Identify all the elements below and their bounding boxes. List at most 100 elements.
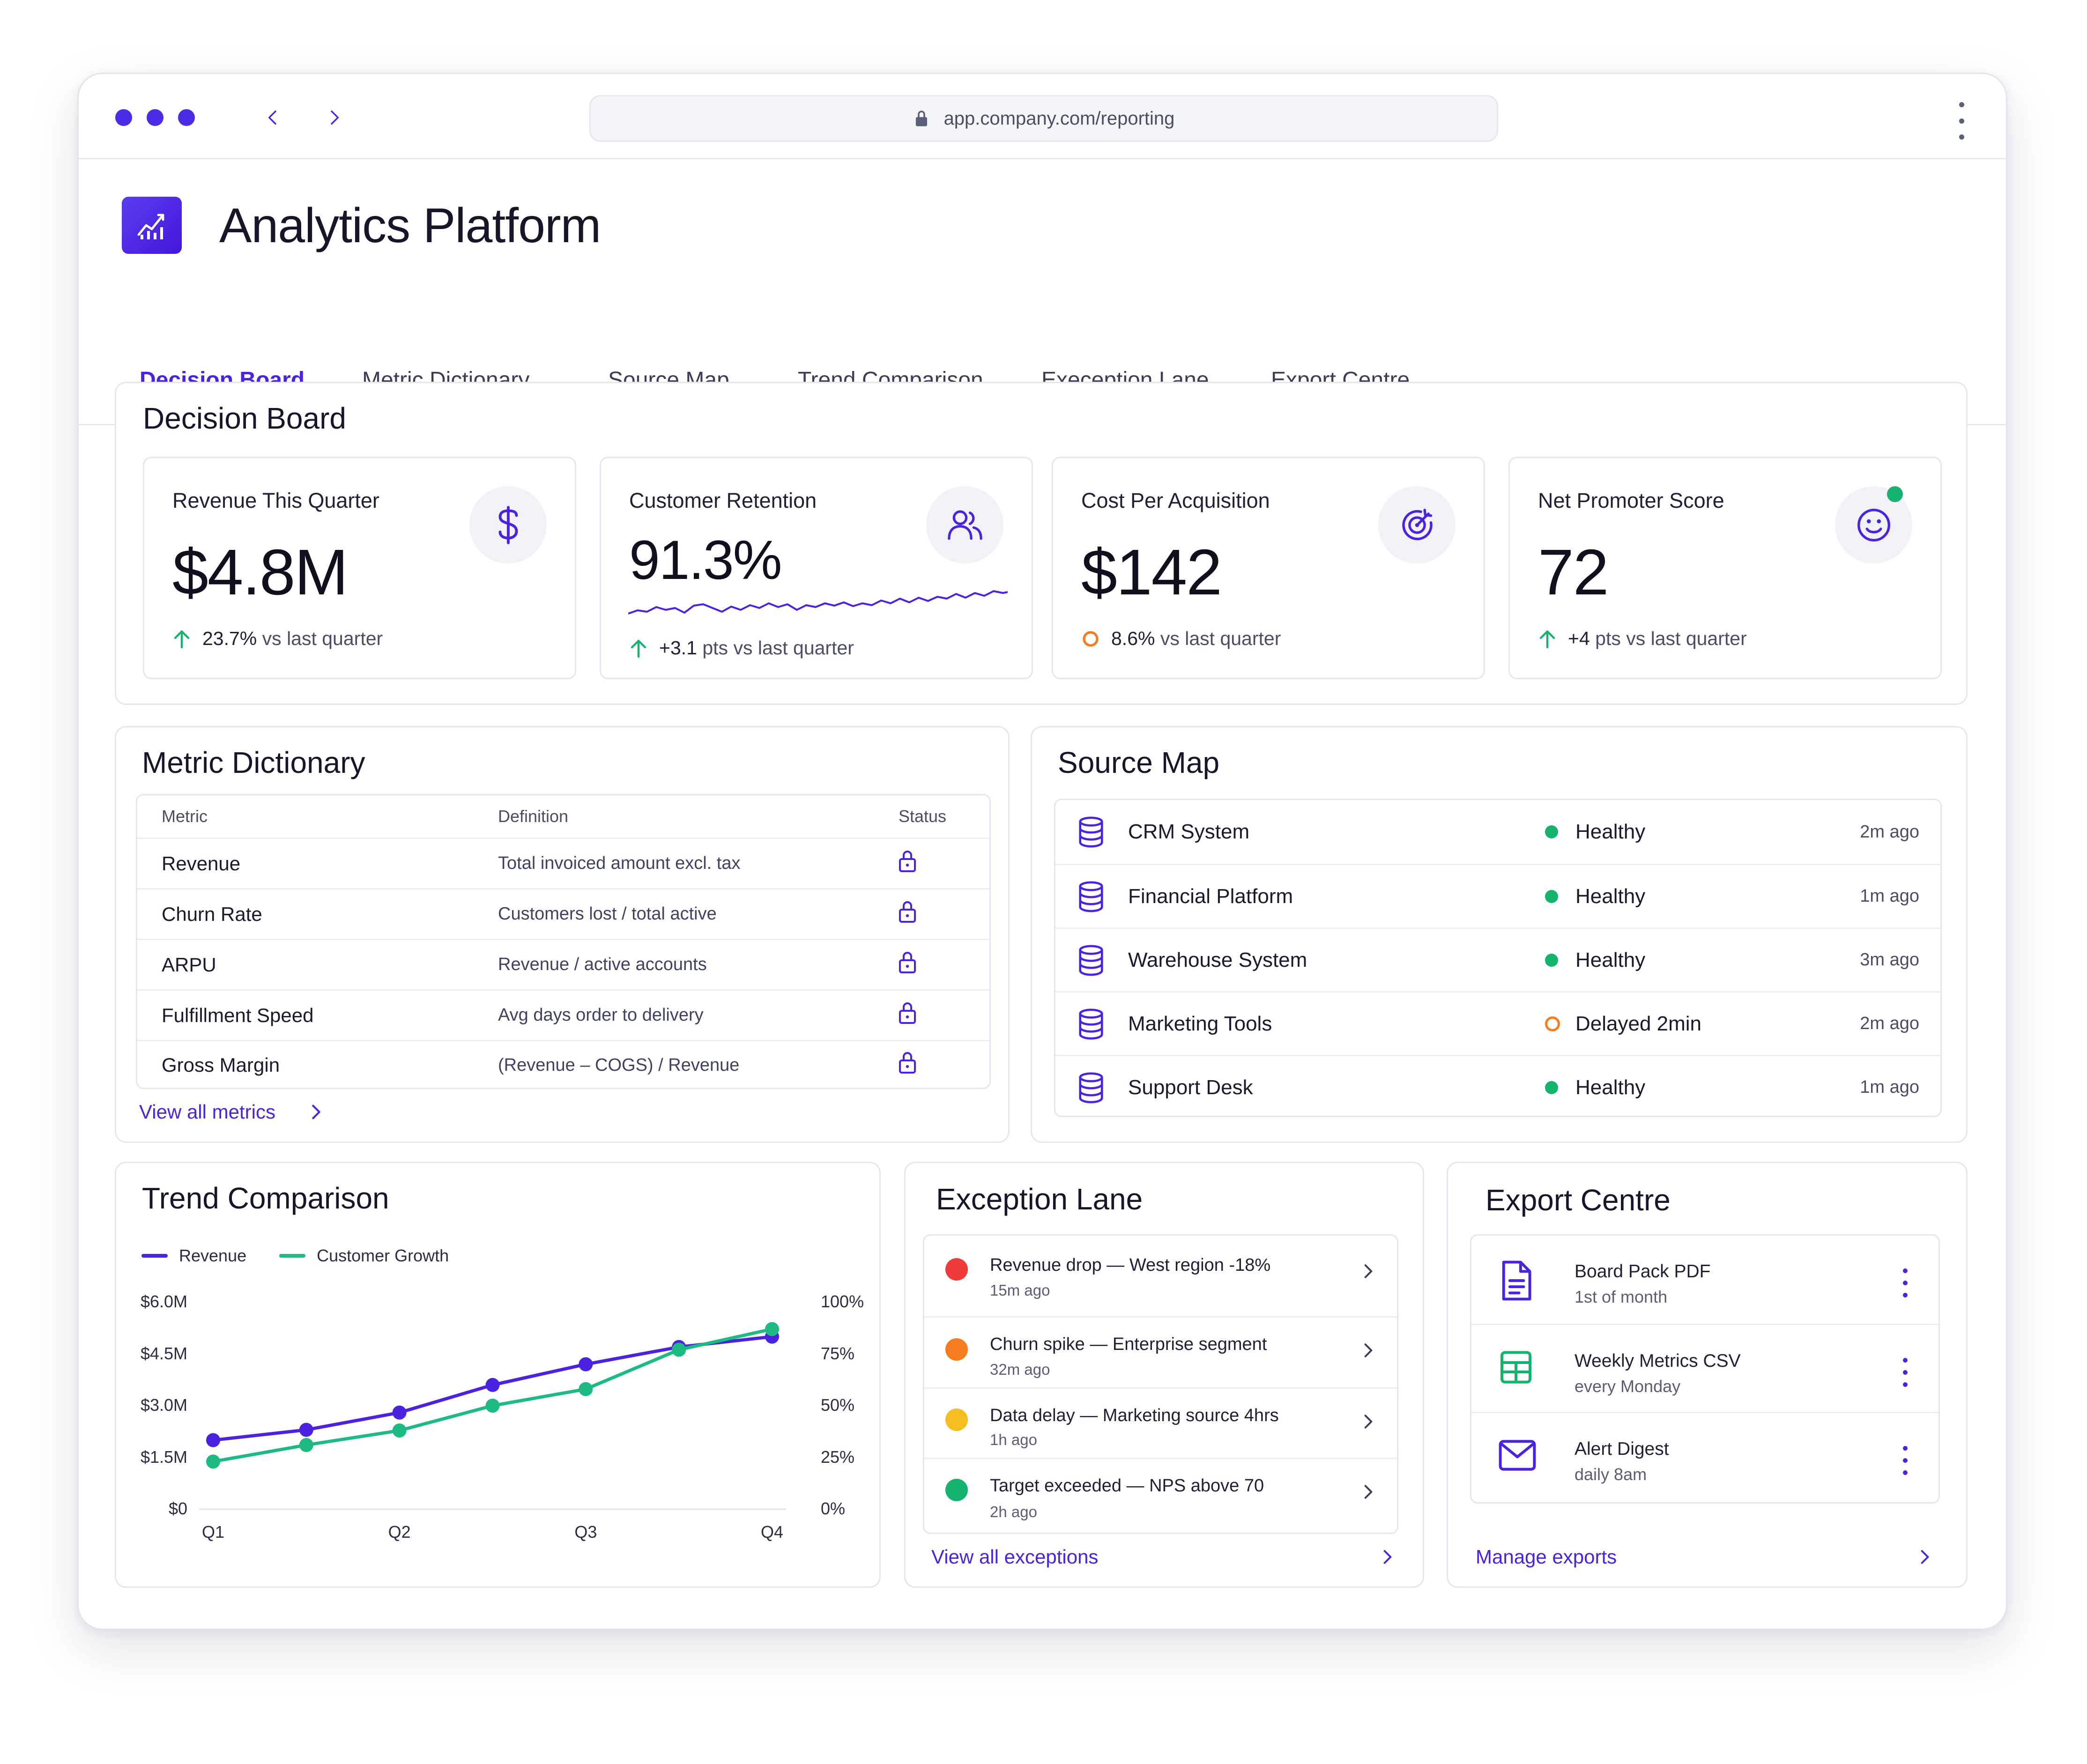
y-axis-left-tick: $6.0M xyxy=(140,1292,187,1311)
exception-time: 2h ago xyxy=(990,1503,1037,1520)
metric-definition: Avg days order to delivery xyxy=(498,1005,704,1025)
data-point[interactable] xyxy=(765,1322,779,1336)
x-axis-tick: Q3 xyxy=(574,1522,597,1542)
lock-icon xyxy=(896,950,919,980)
source-name: Marketing Tools xyxy=(1128,1012,1272,1035)
data-point[interactable] xyxy=(206,1454,220,1469)
table-row[interactable]: Churn Rate Customers lost / total active xyxy=(137,888,989,939)
lock-icon xyxy=(896,1001,919,1030)
chevron-right-icon xyxy=(1921,1550,1929,1564)
data-point[interactable] xyxy=(299,1423,313,1437)
data-point[interactable] xyxy=(485,1378,500,1392)
view-all-metrics-link[interactable]: View all metrics xyxy=(139,1101,324,1123)
chevron-right-icon xyxy=(312,1104,320,1119)
metric-definition: (Revenue – COGS) / Revenue xyxy=(498,1055,740,1075)
kebab-menu-icon[interactable] xyxy=(1902,1268,1908,1297)
chevron-right-icon xyxy=(1364,1343,1373,1357)
forward-button[interactable] xyxy=(318,101,350,134)
export-row[interactable]: Weekly Metrics CSV every Monday xyxy=(1471,1324,1938,1412)
source-row[interactable]: Support Desk Healthy 1m ago xyxy=(1055,1055,1940,1119)
window-dot-maximize[interactable] xyxy=(178,109,195,126)
source-row[interactable]: Financial Platform Healthy 1m ago xyxy=(1055,864,1940,927)
kpi-delta-value: 23.7% xyxy=(202,628,257,649)
exception-row[interactable]: Churn spike — Enterprise segment 32m ago xyxy=(924,1316,1397,1387)
source-row[interactable]: CRM System Healthy 2m ago xyxy=(1055,800,1940,864)
manage-exports-link[interactable]: Manage exports xyxy=(1476,1546,1932,1568)
metric-definition: Revenue / active accounts xyxy=(498,955,707,974)
series-line-customer-growth xyxy=(213,1327,772,1463)
data-point[interactable] xyxy=(392,1423,407,1438)
export-title: Alert Digest xyxy=(1575,1439,1669,1459)
window-dot-close[interactable] xyxy=(115,109,132,126)
arrow-up-icon xyxy=(1539,630,1555,648)
kpi-retention[interactable]: Customer Retention 91.3% +3.1 pts vs las… xyxy=(600,457,1033,679)
source-map-card: Source Map xyxy=(1031,726,1968,1143)
metric-table: Metric Definition Status Revenue Total i… xyxy=(136,794,991,1089)
exception-lane-title: Exception Lane xyxy=(936,1182,1143,1216)
table-row[interactable]: Fulfillment Speed Avg days order to deli… xyxy=(137,989,989,1040)
exception-row[interactable]: Data delay — Marketing source 4hrs 1h ag… xyxy=(924,1387,1397,1458)
kpi-delta-note: pts vs last quarter xyxy=(1595,628,1747,649)
legend-swatch xyxy=(141,1254,168,1258)
table-row[interactable]: ARPU Revenue / active accounts xyxy=(137,939,989,989)
kpi-value: 72 xyxy=(1538,536,1609,608)
kpi-delta: +4 pts vs last quarter xyxy=(1538,628,1747,650)
data-point[interactable] xyxy=(299,1438,313,1452)
legend-item-revenue[interactable]: Revenue xyxy=(141,1246,246,1266)
kpi-delta-note: vs last quarter xyxy=(1160,628,1281,649)
back-button[interactable] xyxy=(257,101,290,134)
data-point[interactable] xyxy=(485,1399,500,1413)
exception-time: 32m ago xyxy=(990,1361,1050,1378)
kpi-nps[interactable]: Net Promoter Score 72 +4 pts vs last qua… xyxy=(1508,457,1942,679)
trend-comparison-title: Trend Comparison xyxy=(142,1181,389,1215)
source-row[interactable]: Marketing Tools Delayed 2min 2m ago xyxy=(1055,991,1940,1055)
table-row[interactable]: Revenue Total invoiced amount excl. tax xyxy=(137,838,989,888)
data-point[interactable] xyxy=(392,1405,407,1420)
export-schedule: every Monday xyxy=(1575,1377,1681,1396)
data-point[interactable] xyxy=(672,1342,686,1357)
export-row[interactable]: Alert Digest daily 8am xyxy=(1471,1412,1938,1504)
exception-lane-card: Exception Lane xyxy=(904,1162,1424,1588)
kpi-label: Cost Per Acquisition xyxy=(1081,489,1270,512)
metric-definition: Customers lost / total active xyxy=(498,904,717,924)
lock-icon xyxy=(896,849,919,879)
database-icon xyxy=(1079,1072,1103,1103)
source-row[interactable]: Warehouse System Healthy 3m ago xyxy=(1055,927,1940,991)
exception-row[interactable]: Revenue drop — West region -18% 15m ago xyxy=(924,1236,1397,1316)
data-point[interactable] xyxy=(579,1382,593,1396)
arrow-up-icon xyxy=(631,639,646,658)
window-dot-minimize[interactable] xyxy=(147,109,163,126)
metric-name: Gross Margin xyxy=(162,1054,280,1076)
data-point[interactable] xyxy=(579,1357,593,1371)
legend-item-customer-growth[interactable]: Customer Growth xyxy=(279,1246,449,1266)
exception-row[interactable]: Target exceeded — NPS above 70 2h ago xyxy=(924,1458,1397,1534)
kpi-cpa[interactable]: Cost Per Acquisition $142 8.6% vs last q… xyxy=(1052,457,1485,679)
source-name: CRM System xyxy=(1128,820,1250,843)
chevron-right-icon xyxy=(1383,1550,1392,1564)
address-bar[interactable]: app.company.com/reporting xyxy=(589,95,1498,142)
export-title: Board Pack PDF xyxy=(1575,1261,1711,1282)
chevron-right-icon xyxy=(331,111,339,125)
kebab-menu-icon[interactable] xyxy=(1902,1446,1908,1475)
kpi-value: $4.8M xyxy=(172,536,349,608)
data-point[interactable] xyxy=(206,1433,220,1447)
source-list: CRM System Healthy 2m ago Financial Plat… xyxy=(1054,799,1942,1117)
export-list: Board Pack PDF 1st of month Weekly Metri… xyxy=(1470,1234,1940,1504)
browser-menu-kebab-icon[interactable] xyxy=(1954,102,1968,140)
x-axis-tick: Q2 xyxy=(388,1522,411,1542)
source-status: Healthy xyxy=(1575,948,1646,971)
document-icon xyxy=(1502,1260,1531,1301)
view-all-exceptions-link[interactable]: View all exceptions xyxy=(931,1546,1395,1568)
export-row[interactable]: Board Pack PDF 1st of month xyxy=(1471,1236,1938,1324)
source-name: Support Desk xyxy=(1128,1075,1253,1099)
kpi-revenue[interactable]: Revenue This Quarter $4.8M 23.7% vs last… xyxy=(143,457,576,679)
dollar-icon xyxy=(469,486,547,563)
column-header-metric: Metric xyxy=(162,807,208,826)
manage-exports-label: Manage exports xyxy=(1476,1546,1617,1568)
chevron-left-icon xyxy=(268,111,276,125)
y-axis-left-tick: $1.5M xyxy=(140,1447,187,1467)
table-row[interactable]: Gross Margin (Revenue – COGS) / Revenue xyxy=(137,1040,989,1089)
legend-label: Revenue xyxy=(179,1246,247,1265)
kebab-menu-icon[interactable] xyxy=(1902,1358,1908,1387)
